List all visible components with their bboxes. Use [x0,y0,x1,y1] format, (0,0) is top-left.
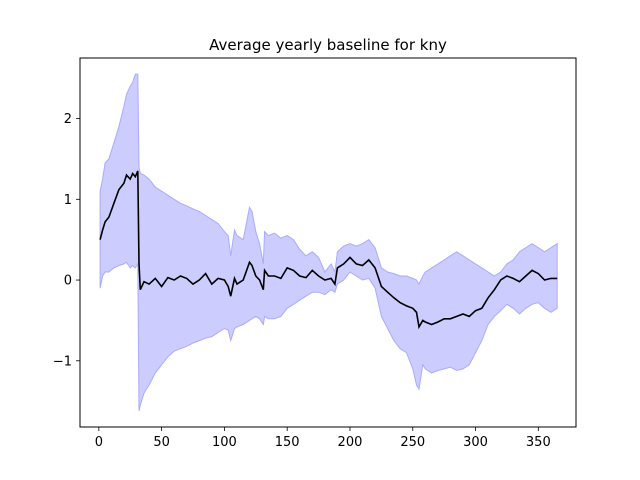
x-tick-label: 50 [153,435,170,450]
x-tick-label: 250 [400,435,425,450]
y-tick-label: 1 [64,193,72,208]
chart-title: Average yearly baseline for kny [209,36,447,54]
x-tick-label: 200 [338,435,363,450]
confidence-band [99,73,558,412]
x-tick-label: 100 [212,435,237,450]
axes-frame [79,57,577,428]
plot-area [99,73,558,412]
x-tick-label: 150 [275,435,300,450]
y-axis: −1 0 1 2 [53,112,80,369]
x-axis: 0 50 100 150 200 250 300 350 [95,427,551,450]
y-tick-label: 2 [64,112,72,127]
x-tick-label: 300 [463,435,488,450]
x-tick-label: 0 [95,435,103,450]
x-tick-label: 350 [526,435,551,450]
y-tick-label: 0 [64,274,72,289]
mean-baseline-line [99,170,558,330]
y-tick-label: −1 [53,354,72,369]
